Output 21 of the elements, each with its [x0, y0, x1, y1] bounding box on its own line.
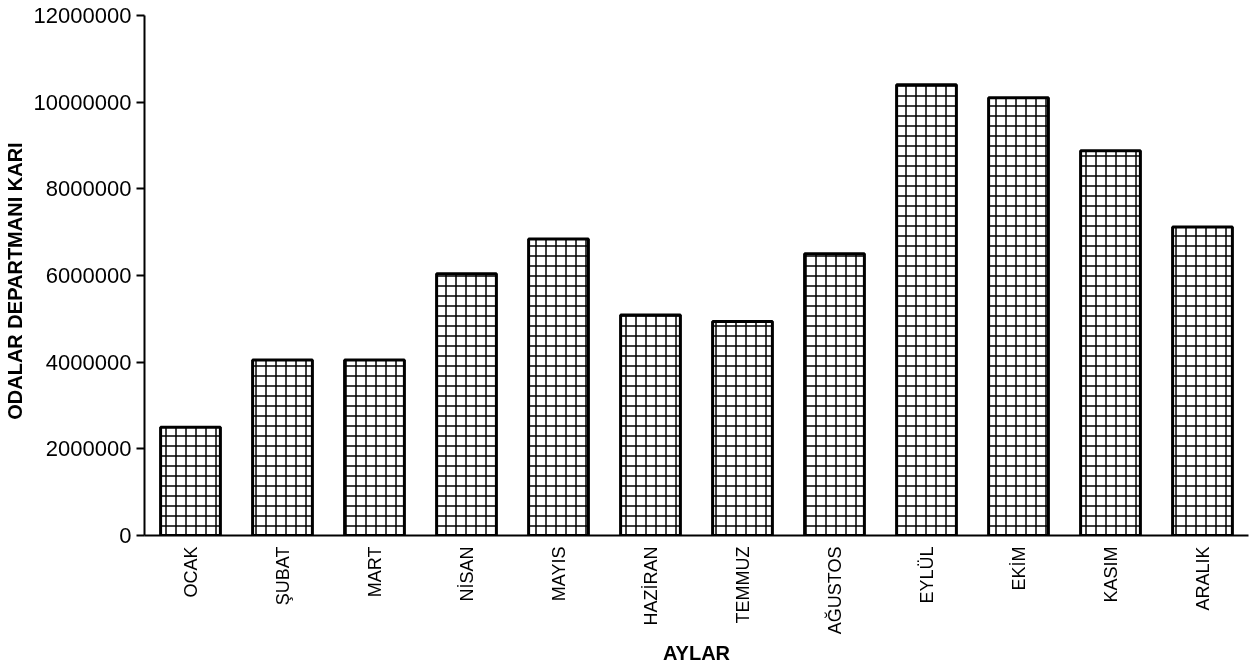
- x-tick-label: EYLÜL: [916, 546, 937, 604]
- y-tick-label: 10000000: [33, 89, 132, 115]
- y-tick-label: 12000000: [33, 3, 132, 28]
- x-tick-label: AĞUSTOS: [823, 546, 845, 635]
- x-axis-title: AYLAR: [662, 642, 731, 665]
- y-tick-label: 8000000: [45, 176, 132, 202]
- x-tick-label: TEMMUZ: [732, 546, 753, 624]
- x-tick-label: MAYIS: [548, 546, 569, 602]
- y-tick-label: 0: [119, 523, 132, 548]
- x-tick-label: KASIM: [1100, 546, 1121, 603]
- x-tick-label: EKİM: [1008, 546, 1029, 591]
- x-tick-label: ARALIK: [1192, 546, 1213, 611]
- x-tick-label: NİSAN: [456, 546, 477, 602]
- y-axis-title: ODALAR DEPARTMANI KARI: [3, 142, 26, 420]
- x-tick-label: HAZİRAN: [640, 546, 661, 626]
- x-tick-label: MART: [364, 546, 385, 598]
- y-tick-label: 6000000: [45, 263, 132, 288]
- y-tick-label: 4000000: [45, 349, 132, 375]
- x-tick-label: OCAK: [180, 546, 201, 598]
- x-tick-label: ŞUBAT: [272, 546, 293, 606]
- y-tick-label: 2000000: [45, 436, 132, 462]
